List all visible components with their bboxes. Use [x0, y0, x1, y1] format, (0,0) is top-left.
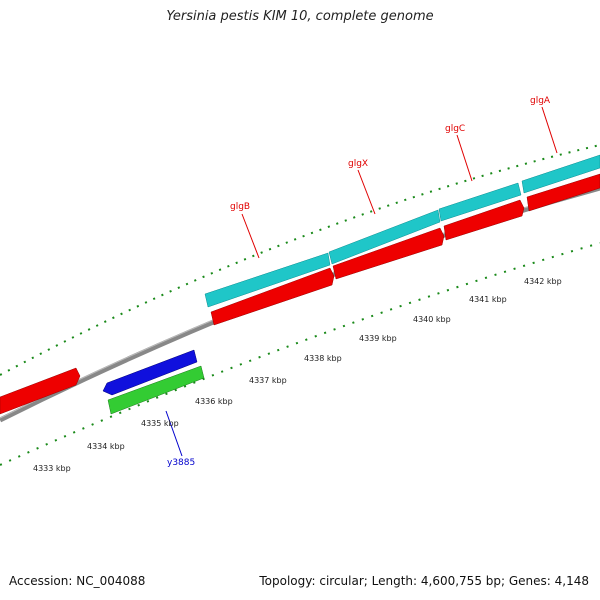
gene-cyan-3 [438, 182, 522, 222]
gene-label-glgX: glgX [348, 159, 368, 169]
gene-label-glgA: glgA [530, 96, 551, 106]
inner-tick-ring [0, 242, 600, 466]
gene-red-glgA [526, 173, 600, 212]
gene-red-glgX [332, 227, 445, 280]
genome-backbone [0, 185, 600, 423]
glgC-pointer [456, 134, 473, 182]
gene-label-glgC: glgC [445, 124, 465, 134]
genome-backbone-highlight [0, 185, 600, 419]
glgA-pointer [541, 106, 558, 154]
gene-cyan-2 [328, 209, 441, 265]
accession-label: Accession: NC_004088 [9, 574, 146, 588]
scale-label-4333: 4333 kbp [33, 464, 71, 473]
scale-label-4334: 4334 kbp [87, 442, 125, 451]
gene-label-glgB: glgB [230, 202, 250, 212]
gene-green [107, 365, 205, 415]
gene-blue-y3885 [102, 349, 198, 396]
scale-label-4339: 4339 kbp [359, 334, 397, 343]
scale-label-4340: 4340 kbp [413, 315, 451, 324]
gene-cyan-4 [521, 154, 600, 194]
outer-tick-ring [0, 144, 600, 376]
scale-label-4342: 4342 kbp [524, 277, 562, 286]
glgB-pointer [241, 213, 260, 259]
gene-red-glgC [443, 199, 525, 241]
scale-label-4336: 4336 kbp [195, 397, 233, 406]
scale-label-4338: 4338 kbp [304, 354, 342, 363]
y3885-pointer [165, 410, 183, 457]
gene-cyan-1 [204, 252, 331, 308]
gene-label-y3885: y3885 [167, 458, 195, 468]
gene-red-glgB [210, 267, 335, 326]
glgX-pointer [357, 169, 376, 215]
genome-stats-label: Topology: circular; Length: 4,600,755 bp… [259, 574, 589, 588]
scale-label-4341: 4341 kbp [469, 295, 507, 304]
scale-label-4335: 4335 kbp [141, 419, 179, 428]
map-title: Yersinia pestis KIM 10, complete genome [166, 9, 434, 24]
scale-label-4337: 4337 kbp [249, 376, 287, 385]
gene-red-left [0, 367, 81, 415]
